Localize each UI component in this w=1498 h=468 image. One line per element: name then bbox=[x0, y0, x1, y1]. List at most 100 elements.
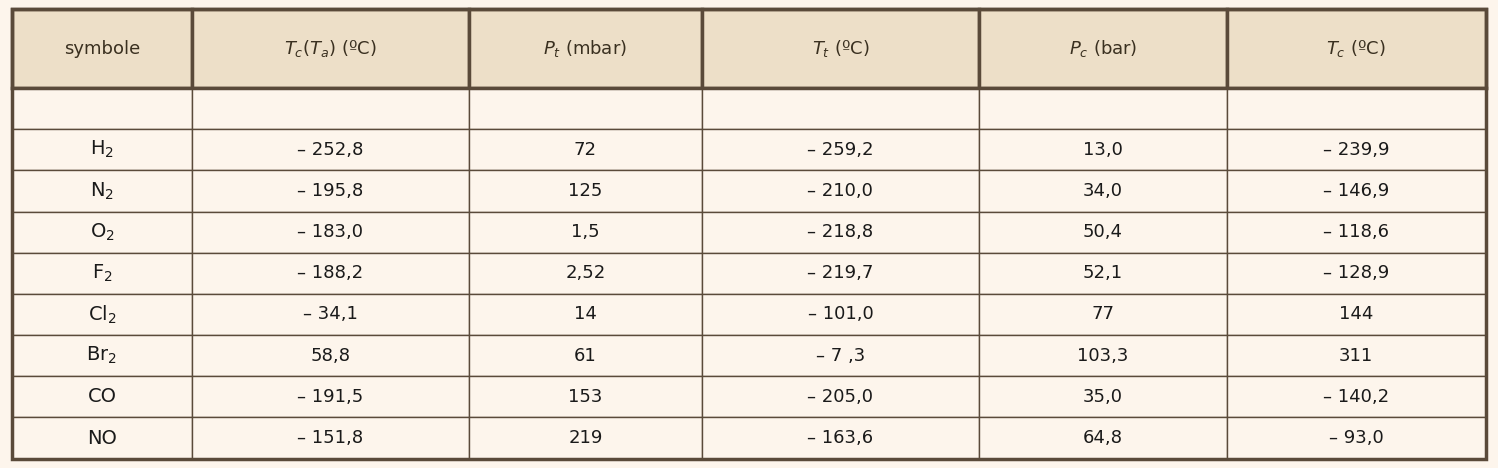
Text: 1,5: 1,5 bbox=[571, 223, 599, 241]
Bar bbox=[1227, 335, 1486, 376]
Text: 13,0: 13,0 bbox=[1083, 141, 1122, 159]
Text: – 188,2: – 188,2 bbox=[297, 264, 364, 282]
Text: – 146,9: – 146,9 bbox=[1323, 182, 1390, 200]
Bar bbox=[469, 170, 703, 212]
Text: – 101,0: – 101,0 bbox=[807, 306, 873, 323]
Bar bbox=[980, 170, 1227, 212]
Bar bbox=[980, 294, 1227, 335]
Bar bbox=[469, 253, 703, 294]
Text: $P_t$ (mbar): $P_t$ (mbar) bbox=[544, 38, 628, 59]
Text: – 128,9: – 128,9 bbox=[1323, 264, 1390, 282]
Text: $P_c$ (bar): $P_c$ (bar) bbox=[1068, 38, 1137, 59]
Bar bbox=[1227, 376, 1486, 417]
Bar bbox=[192, 376, 469, 417]
Text: 35,0: 35,0 bbox=[1083, 388, 1124, 406]
Text: 52,1: 52,1 bbox=[1083, 264, 1124, 282]
Text: – 191,5: – 191,5 bbox=[297, 388, 364, 406]
Bar bbox=[1227, 170, 1486, 212]
Text: 144: 144 bbox=[1339, 306, 1374, 323]
Bar bbox=[980, 212, 1227, 253]
Text: 72: 72 bbox=[574, 141, 596, 159]
Bar bbox=[192, 294, 469, 335]
Bar bbox=[192, 212, 469, 253]
Text: 219: 219 bbox=[568, 429, 602, 447]
Bar bbox=[980, 417, 1227, 459]
Bar bbox=[469, 129, 703, 170]
Bar bbox=[1227, 417, 1486, 459]
Bar bbox=[12, 170, 192, 212]
Bar bbox=[1227, 88, 1486, 129]
Bar bbox=[1227, 9, 1486, 88]
Text: – 183,0: – 183,0 bbox=[298, 223, 364, 241]
Text: 61: 61 bbox=[574, 347, 596, 365]
Text: $\mathrm{Br}_2$: $\mathrm{Br}_2$ bbox=[87, 345, 117, 366]
Bar bbox=[469, 335, 703, 376]
Text: NO: NO bbox=[87, 429, 117, 447]
Text: $\mathrm{F}_2$: $\mathrm{F}_2$ bbox=[91, 263, 112, 284]
Text: CO: CO bbox=[87, 388, 117, 406]
Text: – 34,1: – 34,1 bbox=[303, 306, 358, 323]
Text: – 210,0: – 210,0 bbox=[807, 182, 873, 200]
Bar bbox=[703, 170, 980, 212]
Bar bbox=[192, 170, 469, 212]
Bar bbox=[12, 88, 192, 129]
Bar bbox=[469, 88, 703, 129]
Bar bbox=[192, 129, 469, 170]
Bar bbox=[703, 376, 980, 417]
Text: 153: 153 bbox=[568, 388, 602, 406]
Text: – 7 ,3: – 7 ,3 bbox=[816, 347, 864, 365]
Bar bbox=[1227, 294, 1486, 335]
Text: 58,8: 58,8 bbox=[310, 347, 351, 365]
Bar bbox=[12, 335, 192, 376]
Bar bbox=[12, 376, 192, 417]
Bar bbox=[469, 294, 703, 335]
Text: $\mathrm{N}_2$: $\mathrm{N}_2$ bbox=[90, 180, 114, 202]
Bar bbox=[703, 294, 980, 335]
Text: $T_c$$(T_a)$ (ºC): $T_c$$(T_a)$ (ºC) bbox=[285, 38, 377, 59]
Text: – 118,6: – 118,6 bbox=[1323, 223, 1389, 241]
Text: – 151,8: – 151,8 bbox=[297, 429, 364, 447]
Bar bbox=[469, 376, 703, 417]
Text: – 205,0: – 205,0 bbox=[807, 388, 873, 406]
Text: 2,52: 2,52 bbox=[565, 264, 605, 282]
Bar bbox=[1227, 253, 1486, 294]
Text: 77: 77 bbox=[1091, 306, 1115, 323]
Text: symbole: symbole bbox=[64, 40, 139, 58]
Bar bbox=[192, 253, 469, 294]
Bar bbox=[12, 129, 192, 170]
Bar bbox=[12, 417, 192, 459]
Text: 311: 311 bbox=[1339, 347, 1374, 365]
Bar bbox=[980, 253, 1227, 294]
Bar bbox=[703, 9, 980, 88]
Bar bbox=[12, 9, 192, 88]
Bar bbox=[703, 88, 980, 129]
Text: – 93,0: – 93,0 bbox=[1329, 429, 1384, 447]
Bar bbox=[12, 212, 192, 253]
Bar bbox=[12, 294, 192, 335]
Bar bbox=[703, 335, 980, 376]
Bar bbox=[703, 253, 980, 294]
Text: 103,3: 103,3 bbox=[1077, 347, 1128, 365]
Bar bbox=[980, 129, 1227, 170]
Bar bbox=[980, 335, 1227, 376]
Text: – 252,8: – 252,8 bbox=[297, 141, 364, 159]
Text: – 163,6: – 163,6 bbox=[807, 429, 873, 447]
Text: 50,4: 50,4 bbox=[1083, 223, 1124, 241]
Bar bbox=[469, 9, 703, 88]
Bar bbox=[469, 417, 703, 459]
Bar bbox=[469, 212, 703, 253]
Text: $\mathrm{O}_2$: $\mathrm{O}_2$ bbox=[90, 221, 114, 243]
Text: – 218,8: – 218,8 bbox=[807, 223, 873, 241]
Text: $T_t$ (ºC): $T_t$ (ºC) bbox=[812, 38, 869, 59]
Bar bbox=[703, 212, 980, 253]
Text: – 195,8: – 195,8 bbox=[297, 182, 364, 200]
Bar bbox=[192, 335, 469, 376]
Text: 125: 125 bbox=[568, 182, 602, 200]
Text: $T_c$ (ºC): $T_c$ (ºC) bbox=[1326, 38, 1386, 59]
Text: $\mathrm{Cl}_2$: $\mathrm{Cl}_2$ bbox=[88, 303, 117, 326]
Bar bbox=[192, 9, 469, 88]
Bar bbox=[1227, 212, 1486, 253]
Text: – 259,2: – 259,2 bbox=[807, 141, 873, 159]
Text: 34,0: 34,0 bbox=[1083, 182, 1124, 200]
Bar bbox=[12, 253, 192, 294]
